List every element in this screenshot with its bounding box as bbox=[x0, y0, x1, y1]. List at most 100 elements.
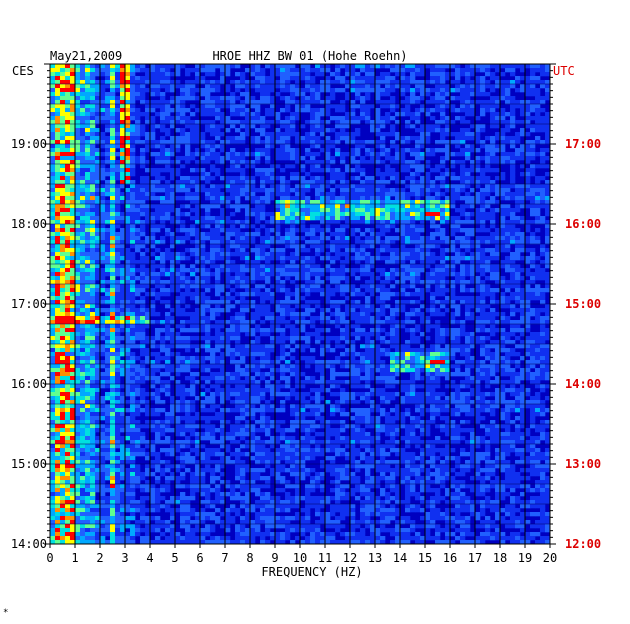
heatmap-cell bbox=[105, 280, 111, 285]
heatmap-cell bbox=[345, 152, 351, 157]
heatmap-cell bbox=[400, 264, 406, 269]
heatmap-cell bbox=[65, 272, 71, 277]
heatmap-cell bbox=[140, 140, 146, 145]
heatmap-cell bbox=[160, 120, 166, 125]
heatmap-cell bbox=[285, 84, 291, 89]
heatmap-cell bbox=[525, 248, 531, 253]
heatmap-cell bbox=[435, 76, 441, 81]
heatmap-cell bbox=[230, 64, 236, 69]
heatmap-cell bbox=[65, 280, 71, 285]
heatmap-cell bbox=[520, 88, 526, 93]
heatmap-cell bbox=[500, 112, 506, 117]
heatmap-cell bbox=[190, 264, 196, 269]
heatmap-cell bbox=[335, 76, 341, 81]
heatmap-cell bbox=[50, 264, 56, 269]
heatmap-cell bbox=[540, 316, 546, 321]
heatmap-cell bbox=[375, 232, 381, 237]
heatmap-cell bbox=[540, 124, 546, 129]
heatmap-cell bbox=[525, 172, 531, 177]
heatmap-cell bbox=[515, 256, 521, 261]
heatmap-cell bbox=[340, 292, 346, 297]
heatmap-cell bbox=[295, 68, 301, 73]
heatmap-cell bbox=[290, 316, 296, 321]
heatmap-cell bbox=[540, 140, 546, 145]
heatmap-cell bbox=[220, 236, 226, 241]
heatmap-cell bbox=[460, 188, 466, 193]
heatmap-cell bbox=[425, 132, 431, 137]
heatmap-cell bbox=[115, 268, 121, 273]
heatmap-cell bbox=[270, 256, 276, 261]
heatmap-cell bbox=[55, 308, 61, 313]
heatmap-cell bbox=[245, 236, 251, 241]
heatmap-cell bbox=[70, 288, 76, 293]
heatmap-cell bbox=[375, 76, 381, 81]
heatmap-cell bbox=[450, 284, 456, 289]
heatmap-cell bbox=[285, 228, 291, 233]
heatmap-cell bbox=[270, 108, 276, 113]
heatmap-cell bbox=[400, 216, 406, 221]
heatmap-cell bbox=[50, 120, 56, 125]
heatmap-cell bbox=[115, 280, 121, 285]
heatmap-cell bbox=[70, 244, 76, 249]
heatmap-cell bbox=[110, 172, 116, 177]
heatmap-cell bbox=[155, 104, 161, 109]
heatmap-cell bbox=[330, 176, 336, 181]
heatmap-cell bbox=[60, 196, 66, 201]
heatmap-cell bbox=[330, 88, 336, 93]
heatmap-cell bbox=[195, 80, 201, 85]
heatmap-cell bbox=[115, 200, 121, 205]
heatmap-cell bbox=[405, 208, 411, 213]
heatmap-cell bbox=[120, 196, 126, 201]
heatmap-cell bbox=[60, 188, 66, 193]
heatmap-cell bbox=[175, 136, 181, 141]
heatmap-cell bbox=[490, 84, 496, 89]
heatmap-cell bbox=[195, 200, 201, 205]
heatmap-cell bbox=[425, 64, 431, 69]
heatmap-cell bbox=[470, 244, 476, 249]
heatmap-cell bbox=[430, 268, 436, 273]
heatmap-cell bbox=[80, 152, 86, 157]
heatmap-cell bbox=[50, 244, 56, 249]
heatmap-cell bbox=[315, 64, 321, 69]
heatmap-cell bbox=[420, 312, 426, 317]
heatmap-cell bbox=[185, 320, 191, 325]
heatmap-cell bbox=[335, 140, 341, 145]
heatmap-cell bbox=[135, 232, 141, 237]
heatmap-cell bbox=[115, 324, 121, 329]
heatmap-cell bbox=[320, 88, 326, 93]
heatmap-cell bbox=[365, 320, 371, 325]
heatmap-cell bbox=[320, 244, 326, 249]
heatmap-cell bbox=[375, 208, 381, 213]
heatmap-cell bbox=[520, 268, 526, 273]
heatmap-cell bbox=[530, 320, 536, 325]
heatmap-cell bbox=[335, 204, 341, 209]
heatmap-cell bbox=[340, 264, 346, 269]
heatmap-cell bbox=[170, 176, 176, 181]
heatmap-cell bbox=[240, 108, 246, 113]
heatmap-cell bbox=[170, 240, 176, 245]
heatmap-cell bbox=[90, 120, 96, 125]
heatmap-cell bbox=[135, 128, 141, 133]
heatmap-cell bbox=[225, 268, 231, 273]
heatmap-cell bbox=[480, 124, 486, 129]
heatmap-cell bbox=[130, 296, 136, 301]
heatmap-cell bbox=[350, 132, 356, 137]
heatmap-cell bbox=[270, 228, 276, 233]
heatmap-cell bbox=[70, 140, 76, 145]
heatmap-cell bbox=[285, 144, 291, 149]
heatmap-cell bbox=[375, 316, 381, 321]
heatmap-cell bbox=[385, 64, 391, 69]
heatmap-cell bbox=[455, 308, 461, 313]
heatmap-cell bbox=[70, 304, 76, 309]
heatmap-cell bbox=[240, 256, 246, 261]
heatmap-cell bbox=[480, 240, 486, 245]
heatmap-cell bbox=[325, 88, 331, 93]
heatmap-cell bbox=[170, 84, 176, 89]
heatmap-cell bbox=[415, 84, 421, 89]
heatmap-cell bbox=[390, 68, 396, 73]
heatmap-cell bbox=[370, 180, 376, 185]
heatmap-cell bbox=[75, 184, 81, 189]
heatmap-cell bbox=[160, 144, 166, 149]
heatmap-cell bbox=[130, 188, 136, 193]
heatmap-cell bbox=[410, 164, 416, 169]
